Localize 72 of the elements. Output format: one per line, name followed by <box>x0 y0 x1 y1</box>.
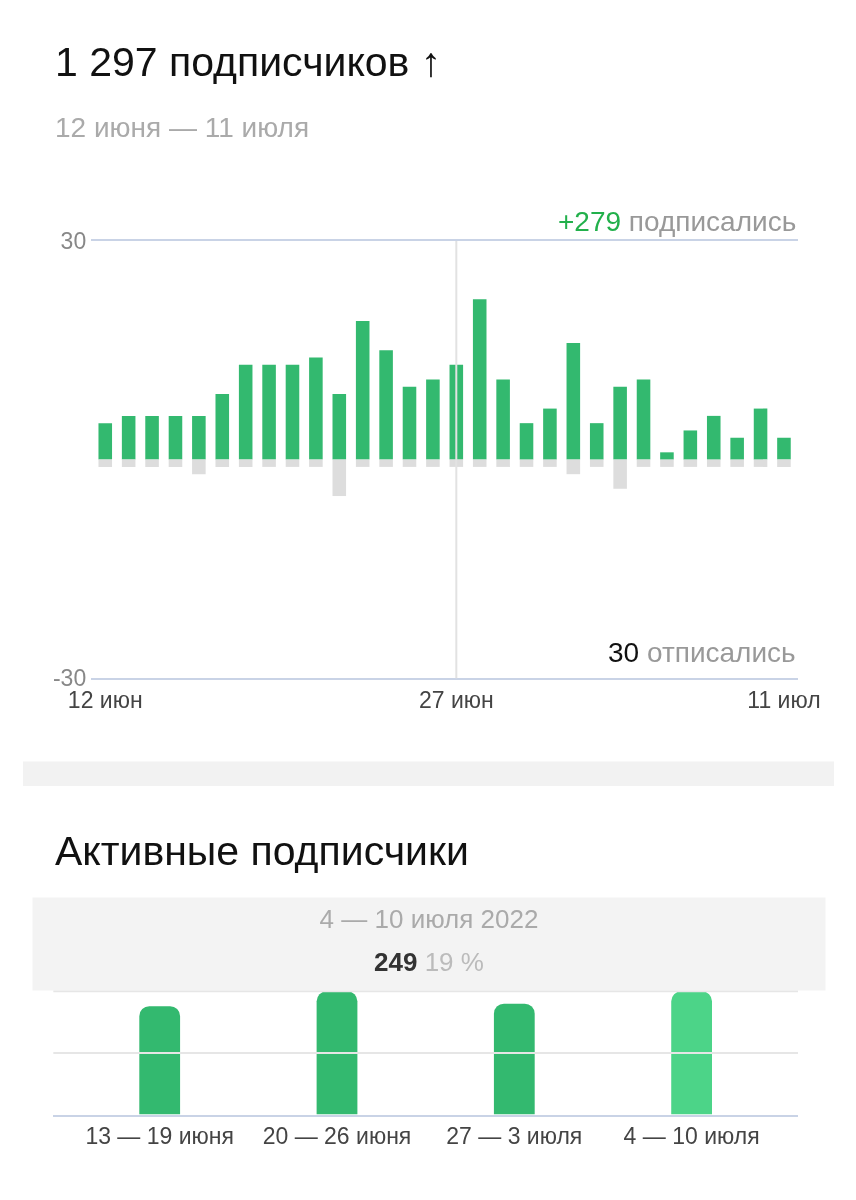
bar <box>753 459 768 467</box>
bar <box>753 408 768 460</box>
bar <box>309 357 323 460</box>
bar <box>168 415 183 460</box>
bar <box>238 364 253 460</box>
chart-title: 1 297 подписчиков ↑ <box>55 39 442 85</box>
bar <box>496 459 510 467</box>
bar <box>379 350 393 460</box>
bar <box>589 423 604 460</box>
bar <box>238 459 253 467</box>
bar <box>402 386 417 460</box>
bar <box>706 415 721 460</box>
bar <box>730 437 744 460</box>
bar <box>262 364 276 460</box>
bar <box>777 459 791 467</box>
bar <box>145 459 159 467</box>
bar <box>145 415 159 460</box>
bar <box>192 415 206 460</box>
x-tick-label: 27 — 3 июля <box>446 1123 583 1150</box>
annotation: 30 отписались <box>608 637 796 668</box>
bar <box>660 459 674 467</box>
bar <box>426 379 440 460</box>
bar <box>589 459 604 467</box>
x-tick-label: 13 — 19 июня <box>85 1123 234 1150</box>
bar <box>777 437 791 460</box>
bar <box>519 459 534 467</box>
text: +279 подписались <box>558 206 797 237</box>
bar <box>121 415 136 460</box>
bar <box>402 459 417 467</box>
bar <box>355 459 370 467</box>
bar <box>215 394 230 460</box>
bar <box>332 394 347 460</box>
text: 249 19 % <box>374 947 484 977</box>
bar <box>379 459 393 467</box>
bar <box>566 459 581 475</box>
bar <box>566 342 581 460</box>
bar <box>683 459 698 467</box>
bar <box>496 379 510 460</box>
bar <box>613 459 627 489</box>
bar <box>98 423 113 460</box>
y-tick-label: 30 <box>60 228 87 254</box>
bar <box>683 430 698 460</box>
chart-subtitle: 12 июня — 11 июля <box>55 112 310 143</box>
bar <box>262 459 276 467</box>
bar <box>121 459 136 467</box>
bar <box>168 459 183 467</box>
x-tick-label: 4 — 10 июля <box>623 1123 760 1150</box>
bar <box>426 459 440 467</box>
bar <box>285 364 300 460</box>
bar <box>309 459 323 467</box>
x-tick-label: 20 — 26 июня <box>262 1123 412 1150</box>
bar <box>285 459 300 467</box>
bar <box>660 452 674 460</box>
x-tick-label: 27 июн <box>418 686 494 713</box>
bar <box>543 459 557 467</box>
bar <box>215 459 230 467</box>
x-tick-label: 11 июл <box>747 686 821 713</box>
bar <box>636 459 651 467</box>
bar <box>730 459 744 467</box>
bar <box>472 459 487 467</box>
chart-title: Активные подписчики <box>55 828 469 874</box>
bar <box>636 379 651 460</box>
bar <box>706 459 721 467</box>
text: 4 — 10 июля 2022 <box>319 904 539 934</box>
bar <box>98 459 113 467</box>
bar <box>332 459 347 497</box>
bar <box>519 423 534 460</box>
bar <box>472 299 487 460</box>
bar <box>613 386 627 460</box>
bar <box>355 321 370 460</box>
bar <box>192 459 206 475</box>
bar <box>543 408 557 460</box>
